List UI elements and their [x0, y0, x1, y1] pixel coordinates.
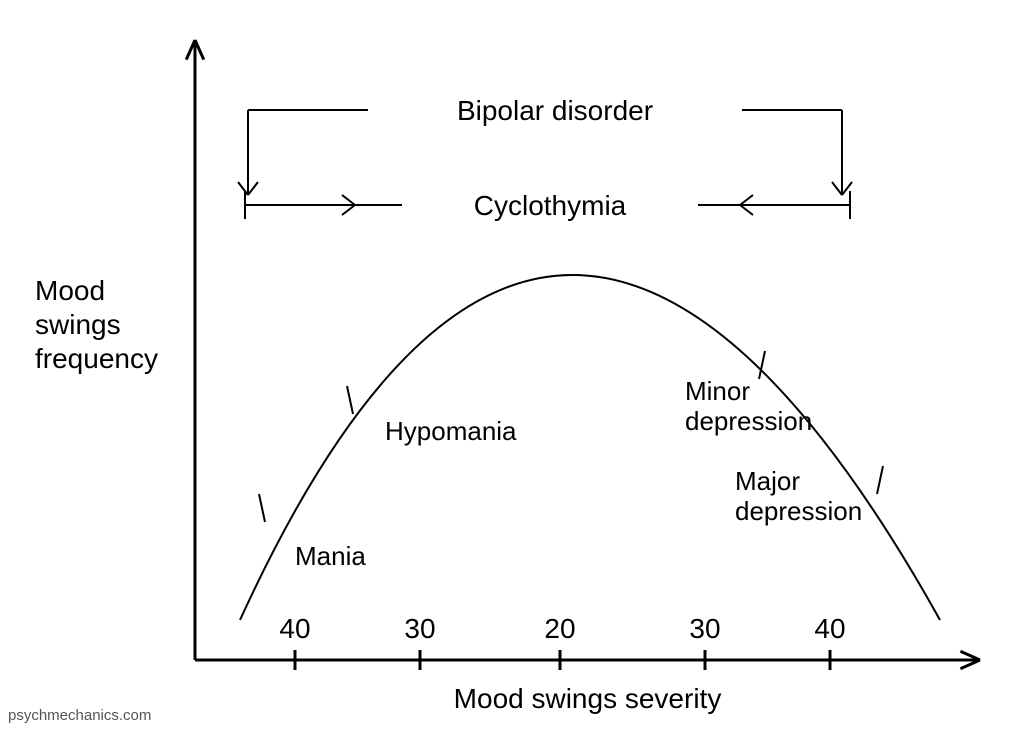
y-axis-label-line: swings	[35, 309, 121, 340]
x-tick-label: 40	[279, 613, 310, 644]
region-label: depression	[735, 496, 862, 526]
region-label: Major	[735, 466, 800, 496]
mood-swings-diagram: 40 30 20 30 40 Mood swings severity Moodswings…	[0, 0, 1024, 741]
y-axis-label-line: Mood	[35, 275, 105, 306]
cyclothymia-label: Cyclothymia	[474, 190, 627, 221]
x-tick-label: 20	[544, 613, 575, 644]
y-axis-label-line: frequency	[35, 343, 158, 374]
region-label: Minor	[685, 376, 750, 406]
region-label: Hypomania	[385, 416, 517, 446]
bipolar-label: Bipolar disorder	[457, 95, 653, 126]
x-tick-label: 30	[689, 613, 720, 644]
source-text: psychmechanics.com	[8, 707, 151, 724]
x-tick-label: 30	[404, 613, 435, 644]
x-tick-label: 40	[814, 613, 845, 644]
x-axis-label: Mood swings severity	[454, 683, 722, 714]
region-label: Mania	[295, 541, 366, 571]
region-label: depression	[685, 406, 812, 436]
